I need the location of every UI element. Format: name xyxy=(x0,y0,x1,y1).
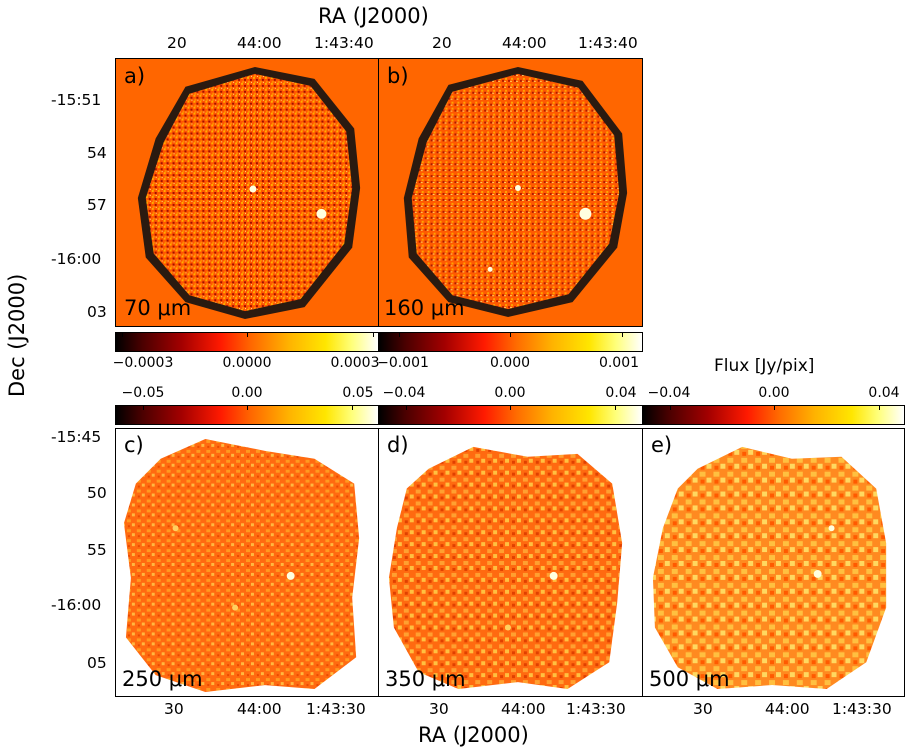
map-500um-image xyxy=(652,446,887,690)
ra-tick: 1:43:40 xyxy=(314,34,374,52)
colorbar-tick: −0.001 xyxy=(377,355,429,371)
ra-tick: 1:43:30 xyxy=(306,700,366,718)
dec-tick: 55 xyxy=(87,541,107,559)
panel-b-160um-map: b) 160 μm xyxy=(378,58,643,327)
ra-tick: 44:00 xyxy=(501,700,546,718)
colorbar-tick: −0.04 xyxy=(647,385,691,401)
dec-tick: 03 xyxy=(87,303,107,321)
wavelength-label: 160 μm xyxy=(384,296,465,320)
dec-tick: 54 xyxy=(87,144,107,162)
ra-tick: 30 xyxy=(164,700,184,718)
colorbar-tick: 0.0003 xyxy=(330,355,380,371)
colorbar-500um xyxy=(642,405,905,425)
wavelength-label: 500 μm xyxy=(649,667,730,691)
colorbar-70um xyxy=(115,332,379,352)
wavelength-label: 250 μm xyxy=(122,667,203,691)
ra-tick: 44:00 xyxy=(237,34,282,52)
colorbar-tick: 0.00 xyxy=(231,385,263,401)
ra-tick: 30 xyxy=(693,700,713,718)
ra-tick: 44:00 xyxy=(765,700,810,718)
dec-tick: -15:51 xyxy=(51,91,102,109)
colorbar-tick: 0.000 xyxy=(489,355,531,371)
left-axis-title: Dec (J2000) xyxy=(5,273,29,397)
map-160um-image xyxy=(403,66,628,318)
ra-tick: 30 xyxy=(429,700,449,718)
colorbar-tick: 0.04 xyxy=(605,385,637,401)
panel-letter: b) xyxy=(387,64,409,88)
ra-tick: 44:00 xyxy=(237,700,282,718)
colorbar-tick: 0.05 xyxy=(342,385,374,401)
ra-tick: 20 xyxy=(432,34,452,52)
panel-letter: e) xyxy=(651,433,673,457)
colorbar-tick: −0.05 xyxy=(121,385,165,401)
panel-letter: a) xyxy=(124,64,146,88)
panel-a-70um-map: a) 70 μm xyxy=(115,58,379,327)
panel-letter: c) xyxy=(124,433,144,457)
wavelength-label: 70 μm xyxy=(124,296,192,320)
ra-tick: 1:43:30 xyxy=(832,700,892,718)
ra-tick: 44:00 xyxy=(502,34,547,52)
dec-tick: 57 xyxy=(87,196,107,214)
colorbar-250um xyxy=(115,405,379,425)
colorbar-tick: 0.0000 xyxy=(222,355,272,371)
map-250um-image xyxy=(123,438,360,693)
dec-tick: -16:00 xyxy=(51,250,102,268)
panel-c-250um-map: c) 250 μm xyxy=(115,428,379,697)
dec-tick: -15:45 xyxy=(51,428,102,446)
top-axis-title: RA (J2000) xyxy=(318,4,429,28)
panel-e-500um-map: e) 500 μm xyxy=(642,428,905,697)
bottom-axis-title: RA (J2000) xyxy=(418,723,529,747)
panel-d-350um-map: d) 350 μm xyxy=(378,428,643,697)
flux-label: Flux [Jy/pix] xyxy=(714,356,815,376)
ra-tick: 20 xyxy=(167,34,187,52)
dec-tick: 05 xyxy=(87,654,107,672)
colorbar-tick: −0.04 xyxy=(382,385,426,401)
colorbar-tick: 0.04 xyxy=(868,385,900,401)
colorbar-tick: 0.00 xyxy=(494,385,526,401)
map-70um-image xyxy=(137,66,361,320)
colorbar-350um xyxy=(378,405,643,425)
map-350um-image xyxy=(388,446,623,690)
colorbar-160um xyxy=(378,332,643,352)
ra-tick: 1:43:40 xyxy=(578,34,638,52)
dec-tick: 50 xyxy=(87,484,107,502)
panel-letter: d) xyxy=(387,433,409,457)
dec-tick: -16:00 xyxy=(51,596,102,614)
ra-tick: 1:43:30 xyxy=(566,700,626,718)
wavelength-label: 350 μm xyxy=(385,667,466,691)
colorbar-tick: 0.001 xyxy=(598,355,640,371)
colorbar-tick: −0.0003 xyxy=(112,355,174,371)
colorbar-tick: 0.00 xyxy=(758,385,790,401)
